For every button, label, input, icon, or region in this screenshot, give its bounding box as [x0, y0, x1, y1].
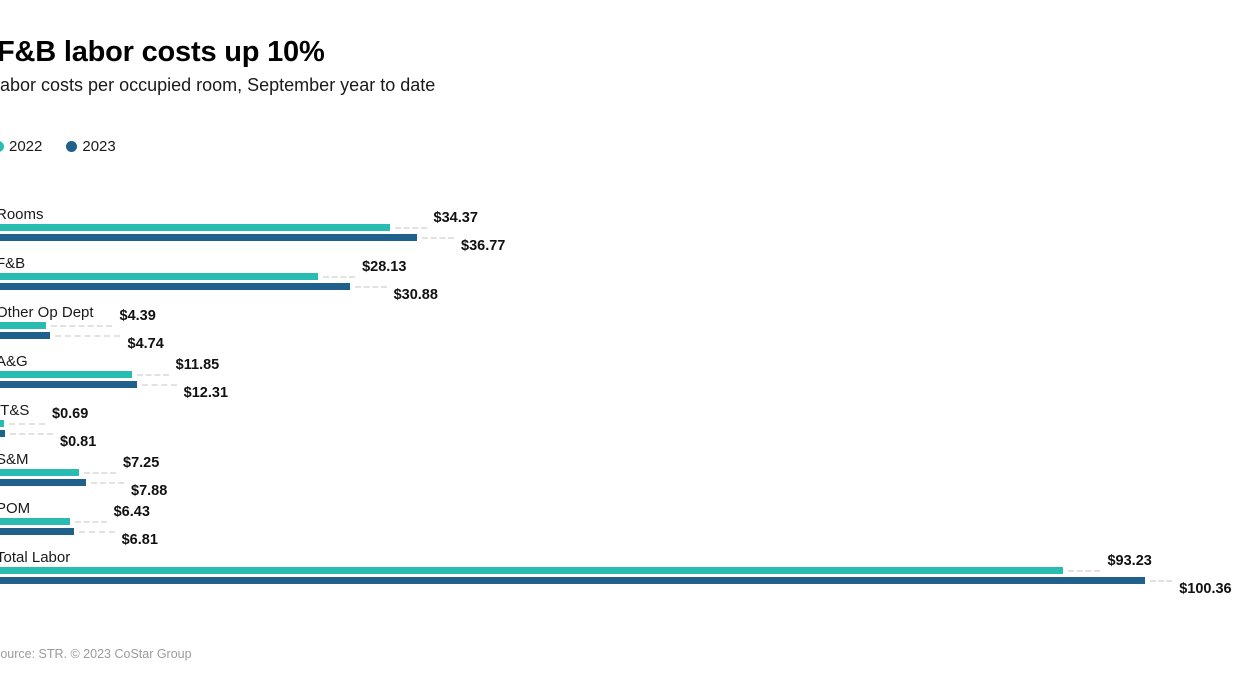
value-label-2022: $6.43: [113, 504, 150, 520]
category-label: Other Op Dept: [0, 304, 94, 321]
value-label-2023: $36.77: [461, 238, 506, 254]
value-label-2022: $4.39: [119, 308, 156, 324]
bar-2022: [0, 224, 390, 231]
source-note: Source: STR. © 2023 CoStar Group: [0, 647, 192, 661]
leader-line-2022: [74, 521, 107, 523]
value-label-2023: $6.81: [121, 532, 158, 548]
leader-line-2023: [10, 433, 53, 435]
legend-item-2023: 2023: [66, 138, 116, 155]
value-label-2023: $7.88: [131, 483, 168, 499]
legend-label-2023: 2023: [82, 138, 116, 155]
value-label-2023: $12.31: [183, 385, 229, 401]
leader-line-2023: [422, 237, 455, 239]
bar-2022: [0, 322, 47, 329]
value-label-2023: $100.36: [1179, 581, 1232, 597]
leader-line-2023: [354, 286, 387, 288]
value-label-2023: $4.74: [127, 336, 164, 352]
bar-2022: [0, 469, 79, 476]
category-label: Rooms: [0, 206, 44, 223]
leader-line-2023: [141, 384, 177, 386]
bar-2022: [0, 273, 319, 280]
legend-label-2022: 2022: [9, 138, 43, 155]
bar-2023: [0, 332, 51, 339]
bar-2023: [0, 528, 74, 535]
bar-2023: [0, 430, 6, 437]
value-label-2022: $28.13: [362, 259, 407, 275]
leader-line-2022: [51, 325, 113, 327]
leader-line-2022: [394, 227, 427, 229]
value-label-2022: $34.37: [433, 210, 478, 226]
value-label-2022: $11.85: [175, 357, 220, 373]
bar-2023: [0, 381, 137, 388]
legend-swatch-2022-icon: [0, 141, 4, 152]
leader-line-2022: [8, 423, 45, 425]
legend-swatch-2023-icon: [66, 141, 78, 152]
category-label: S&M: [0, 451, 29, 468]
leader-line-2022: [323, 276, 356, 278]
category-label: Total Labor: [0, 549, 71, 566]
bar-2022: [0, 567, 1064, 574]
bar-2022: [0, 420, 4, 427]
bar-2023: [0, 577, 1146, 584]
bar-2022: [0, 371, 132, 378]
bar-2023: [0, 283, 350, 290]
chart-legend: 2022 2023: [0, 138, 140, 155]
chart-title: F&B labor costs up 10%: [0, 36, 325, 68]
chart-subtitle: Labor costs per occupied room, September…: [0, 75, 436, 95]
category-label: IT&S: [0, 402, 30, 419]
value-label-2023: $30.88: [393, 287, 438, 303]
leader-line-2023: [1150, 580, 1173, 582]
bar-2023: [0, 479, 87, 486]
value-label-2023: $0.81: [60, 434, 97, 450]
value-label-2022: $7.25: [123, 455, 160, 471]
value-label-2022: $93.23: [1107, 553, 1152, 569]
legend-item-2022: 2022: [0, 138, 42, 155]
category-label: A&G: [0, 353, 28, 370]
leader-line-2022: [1068, 570, 1101, 572]
leader-line-2023: [55, 335, 121, 337]
leader-line-2022: [84, 472, 116, 474]
value-label-2022: $0.69: [52, 406, 89, 422]
leader-line-2022: [136, 374, 169, 376]
bar-2023: [0, 234, 418, 241]
bar-2022: [0, 518, 70, 525]
leader-line-2023: [91, 482, 124, 484]
category-label: F&B: [0, 255, 26, 272]
category-label: POM: [0, 500, 31, 517]
leader-line-2023: [78, 531, 115, 533]
